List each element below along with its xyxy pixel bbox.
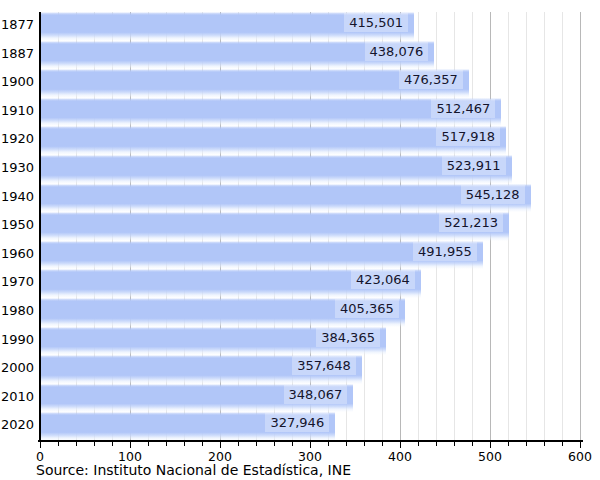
y-axis-year-label: 1990 xyxy=(0,332,34,347)
x-tick-minor xyxy=(256,442,257,446)
y-axis-year-label: 2020 xyxy=(0,417,34,432)
y-axis-year-label: 2010 xyxy=(0,389,34,404)
bar-value-label: 415,501 xyxy=(344,13,408,32)
x-tick-minor xyxy=(382,442,383,446)
x-tick-minor xyxy=(58,442,59,446)
x-tick-major xyxy=(220,442,221,448)
bar-row: 438,076 xyxy=(40,41,580,70)
x-tick-minor xyxy=(364,442,365,446)
x-tick-minor xyxy=(94,442,95,446)
x-tick-minor xyxy=(454,442,455,446)
bar-value-label: 423,064 xyxy=(351,270,415,289)
bar-value-label: 327,946 xyxy=(265,413,329,432)
population-bar-chart: 415,501 438,076 476,357 512,467 517,918 523,9… xyxy=(0,0,600,480)
x-axis-tick-label: 600 xyxy=(560,449,600,464)
y-axis-year-label: 1887 xyxy=(0,46,34,61)
x-tick-minor xyxy=(274,442,275,446)
x-tick-major xyxy=(310,442,311,448)
x-tick-minor xyxy=(184,442,185,446)
bar-value-label: 348,067 xyxy=(284,385,348,404)
bar-row: 476,357 xyxy=(40,69,580,98)
y-axis-year-label: 1960 xyxy=(0,246,34,261)
y-axis-year-label: 1910 xyxy=(0,103,34,118)
y-axis-year-label: 1950 xyxy=(0,217,34,232)
y-axis-year-label: 1940 xyxy=(0,189,34,204)
x-tick-minor xyxy=(562,442,563,446)
plot-area: 415,501 438,076 476,357 512,467 517,918 523,9… xyxy=(40,12,580,441)
bar-value-label: 517,918 xyxy=(436,127,500,146)
x-tick-minor xyxy=(112,442,113,446)
x-axis-tick-label: 200 xyxy=(200,449,240,464)
x-tick-minor xyxy=(328,442,329,446)
y-axis-year-label: 1877 xyxy=(0,17,34,32)
y-axis-year-label: 1900 xyxy=(0,74,34,89)
bar-value-label: 491,955 xyxy=(413,242,477,261)
bar-row: 523,911 xyxy=(40,155,580,184)
bar-row: 517,918 xyxy=(40,126,580,155)
bar-value-label: 384,365 xyxy=(316,328,380,347)
bar-value-label: 476,357 xyxy=(399,70,463,89)
x-tick-minor xyxy=(436,442,437,446)
bar-value-label: 512,467 xyxy=(431,99,495,118)
bar-row: 348,067 xyxy=(40,384,580,413)
source-caption: Source: Instituto Nacional de Estadístic… xyxy=(36,462,351,478)
x-tick-major xyxy=(490,442,491,448)
x-tick-minor xyxy=(526,442,527,446)
bar-row: 384,365 xyxy=(40,327,580,356)
bar-value-label: 521,213 xyxy=(439,213,503,232)
x-tick-major xyxy=(130,442,131,448)
x-tick-minor xyxy=(418,442,419,446)
bar-row: 415,501 xyxy=(40,12,580,41)
population-bar xyxy=(40,184,531,213)
y-axis-year-label: 1920 xyxy=(0,131,34,146)
x-tick-minor xyxy=(544,442,545,446)
y-axis-year-label: 1970 xyxy=(0,274,34,289)
bar-row: 491,955 xyxy=(40,241,580,270)
x-tick-major xyxy=(580,442,581,448)
x-tick-minor xyxy=(238,442,239,446)
x-tick-minor xyxy=(472,442,473,446)
x-axis-tick-label: 100 xyxy=(110,449,150,464)
x-axis-tick-label: 0 xyxy=(20,449,60,464)
x-tick-major xyxy=(400,442,401,448)
bar-row: 357,648 xyxy=(40,355,580,384)
x-tick-minor xyxy=(202,442,203,446)
x-tick-minor xyxy=(166,442,167,446)
x-tick-major xyxy=(40,442,41,448)
bar-value-label: 545,128 xyxy=(461,185,525,204)
bar-value-label: 438,076 xyxy=(365,42,429,61)
bar-row: 521,213 xyxy=(40,212,580,241)
y-axis-line xyxy=(39,12,41,442)
y-axis-year-label: 1930 xyxy=(0,160,34,175)
x-axis-tick-label: 500 xyxy=(470,449,510,464)
y-axis-year-label: 1980 xyxy=(0,303,34,318)
x-axis-tick-label: 300 xyxy=(290,449,330,464)
bar-row: 423,064 xyxy=(40,269,580,298)
x-tick-minor xyxy=(346,442,347,446)
x-tick-minor xyxy=(292,442,293,446)
y-axis-year-label: 2000 xyxy=(0,360,34,375)
x-tick-minor xyxy=(76,442,77,446)
bar-row: 545,128 xyxy=(40,184,580,213)
x-axis-tick-label: 400 xyxy=(380,449,420,464)
bar-row: 327,946 xyxy=(40,412,580,441)
x-tick-minor xyxy=(148,442,149,446)
bar-row: 405,365 xyxy=(40,298,580,327)
bar-value-label: 523,911 xyxy=(442,156,506,175)
bar-row: 512,467 xyxy=(40,98,580,127)
bar-value-label: 405,365 xyxy=(335,299,399,318)
bar-value-label: 357,648 xyxy=(292,356,356,375)
x-tick-minor xyxy=(508,442,509,446)
